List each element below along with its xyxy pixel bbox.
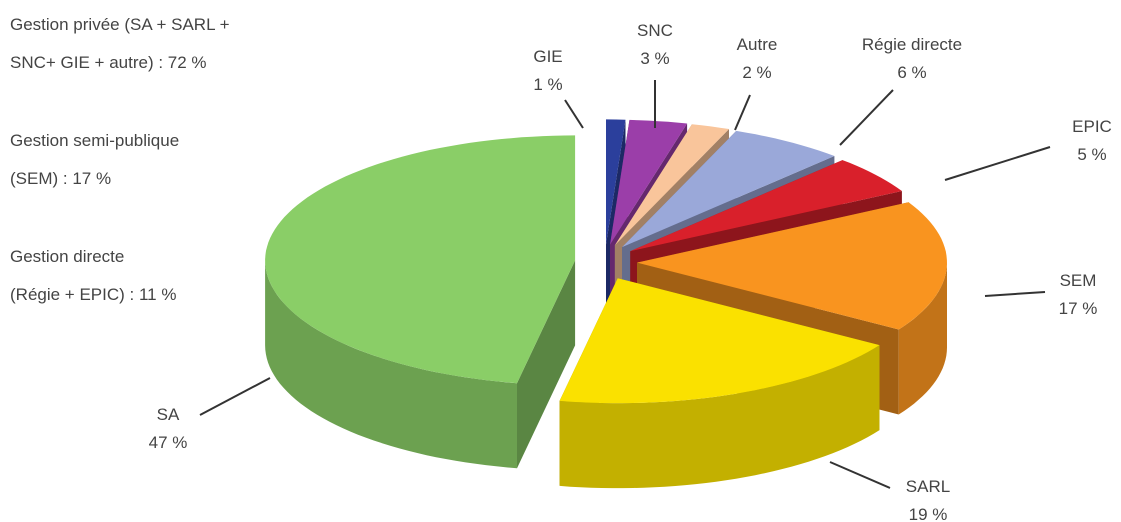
labels: GIE 1 % SNC 3 % Autre 2 % Régie directe 6 % EPIC… xyxy=(10,15,1112,522)
slice-label: SNC xyxy=(637,21,673,40)
slice-value: 17 % xyxy=(1059,299,1098,318)
slice xyxy=(265,135,576,469)
slice-label: SA xyxy=(157,405,180,424)
slice-value: 6 % xyxy=(897,63,926,82)
leader-line xyxy=(944,146,1051,181)
slice xyxy=(606,119,626,245)
slice xyxy=(559,278,880,489)
leader-line xyxy=(199,377,271,416)
slice xyxy=(630,160,902,252)
annotation: Gestion semi-publique xyxy=(10,131,179,150)
leader-line xyxy=(984,291,1046,297)
slice-value: 1 % xyxy=(533,75,562,94)
slice-side xyxy=(898,262,947,415)
slice-label: Régie directe xyxy=(862,35,962,54)
annotation: Gestion privée (SA + SARL + xyxy=(10,15,230,34)
slice-value: 47 % xyxy=(149,433,188,452)
leader-line xyxy=(839,89,894,146)
leader-line xyxy=(734,94,751,131)
slice-label: Autre xyxy=(737,35,778,54)
leader-line xyxy=(564,99,584,129)
slice-value: 19 % xyxy=(909,505,948,522)
slice-wall xyxy=(517,260,576,469)
slice-side xyxy=(265,260,517,469)
slice-label: SARL xyxy=(906,477,950,496)
pie xyxy=(265,119,947,489)
slice xyxy=(559,278,880,404)
leader-line xyxy=(829,461,891,489)
slice-label: EPIC xyxy=(1072,117,1112,136)
slice-value: 3 % xyxy=(640,49,669,68)
slice xyxy=(637,202,947,330)
annotation: Gestion directe xyxy=(10,247,124,266)
annotation: SNC+ GIE + autre) : 72 % xyxy=(10,53,207,72)
slice xyxy=(610,119,688,245)
slice xyxy=(614,124,729,246)
annotation: (SEM) : 17 % xyxy=(10,169,111,188)
slice-value: 2 % xyxy=(742,63,771,82)
slice-label: GIE xyxy=(533,47,562,66)
slice xyxy=(622,130,835,248)
slice-side xyxy=(559,345,880,489)
slice-value: 5 % xyxy=(1077,145,1106,164)
slice-label: SEM xyxy=(1060,271,1097,290)
slice xyxy=(265,135,576,384)
annotation: (Régie + EPIC) : 11 % xyxy=(10,285,176,304)
